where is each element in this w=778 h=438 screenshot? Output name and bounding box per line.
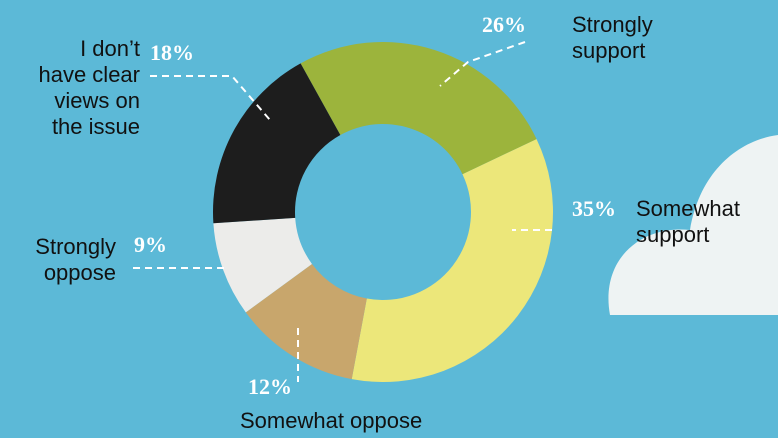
- donut-slice: [212, 63, 341, 224]
- donut-slice: [300, 42, 537, 175]
- donut-slice: [245, 263, 367, 380]
- value-label: 26%: [482, 12, 526, 37]
- category-label: I don’t have clear views on the issue: [38, 36, 140, 139]
- category-label: Strongly support: [572, 12, 653, 63]
- donut-slice: [351, 139, 553, 382]
- leader-lines: [133, 41, 552, 382]
- value-label: 35%: [572, 196, 616, 221]
- cloud: [608, 135, 778, 315]
- category-label: Somewhat oppose: [240, 408, 423, 433]
- leader-line: [150, 75, 271, 121]
- value-label: 12%: [248, 374, 292, 399]
- donut-slice: [213, 217, 312, 313]
- value-label: 9%: [134, 232, 167, 257]
- category-label: Somewhat support: [636, 196, 740, 247]
- value-label: 18%: [150, 40, 194, 65]
- leader-line: [439, 41, 526, 87]
- category-label: Strongly oppose: [35, 234, 116, 285]
